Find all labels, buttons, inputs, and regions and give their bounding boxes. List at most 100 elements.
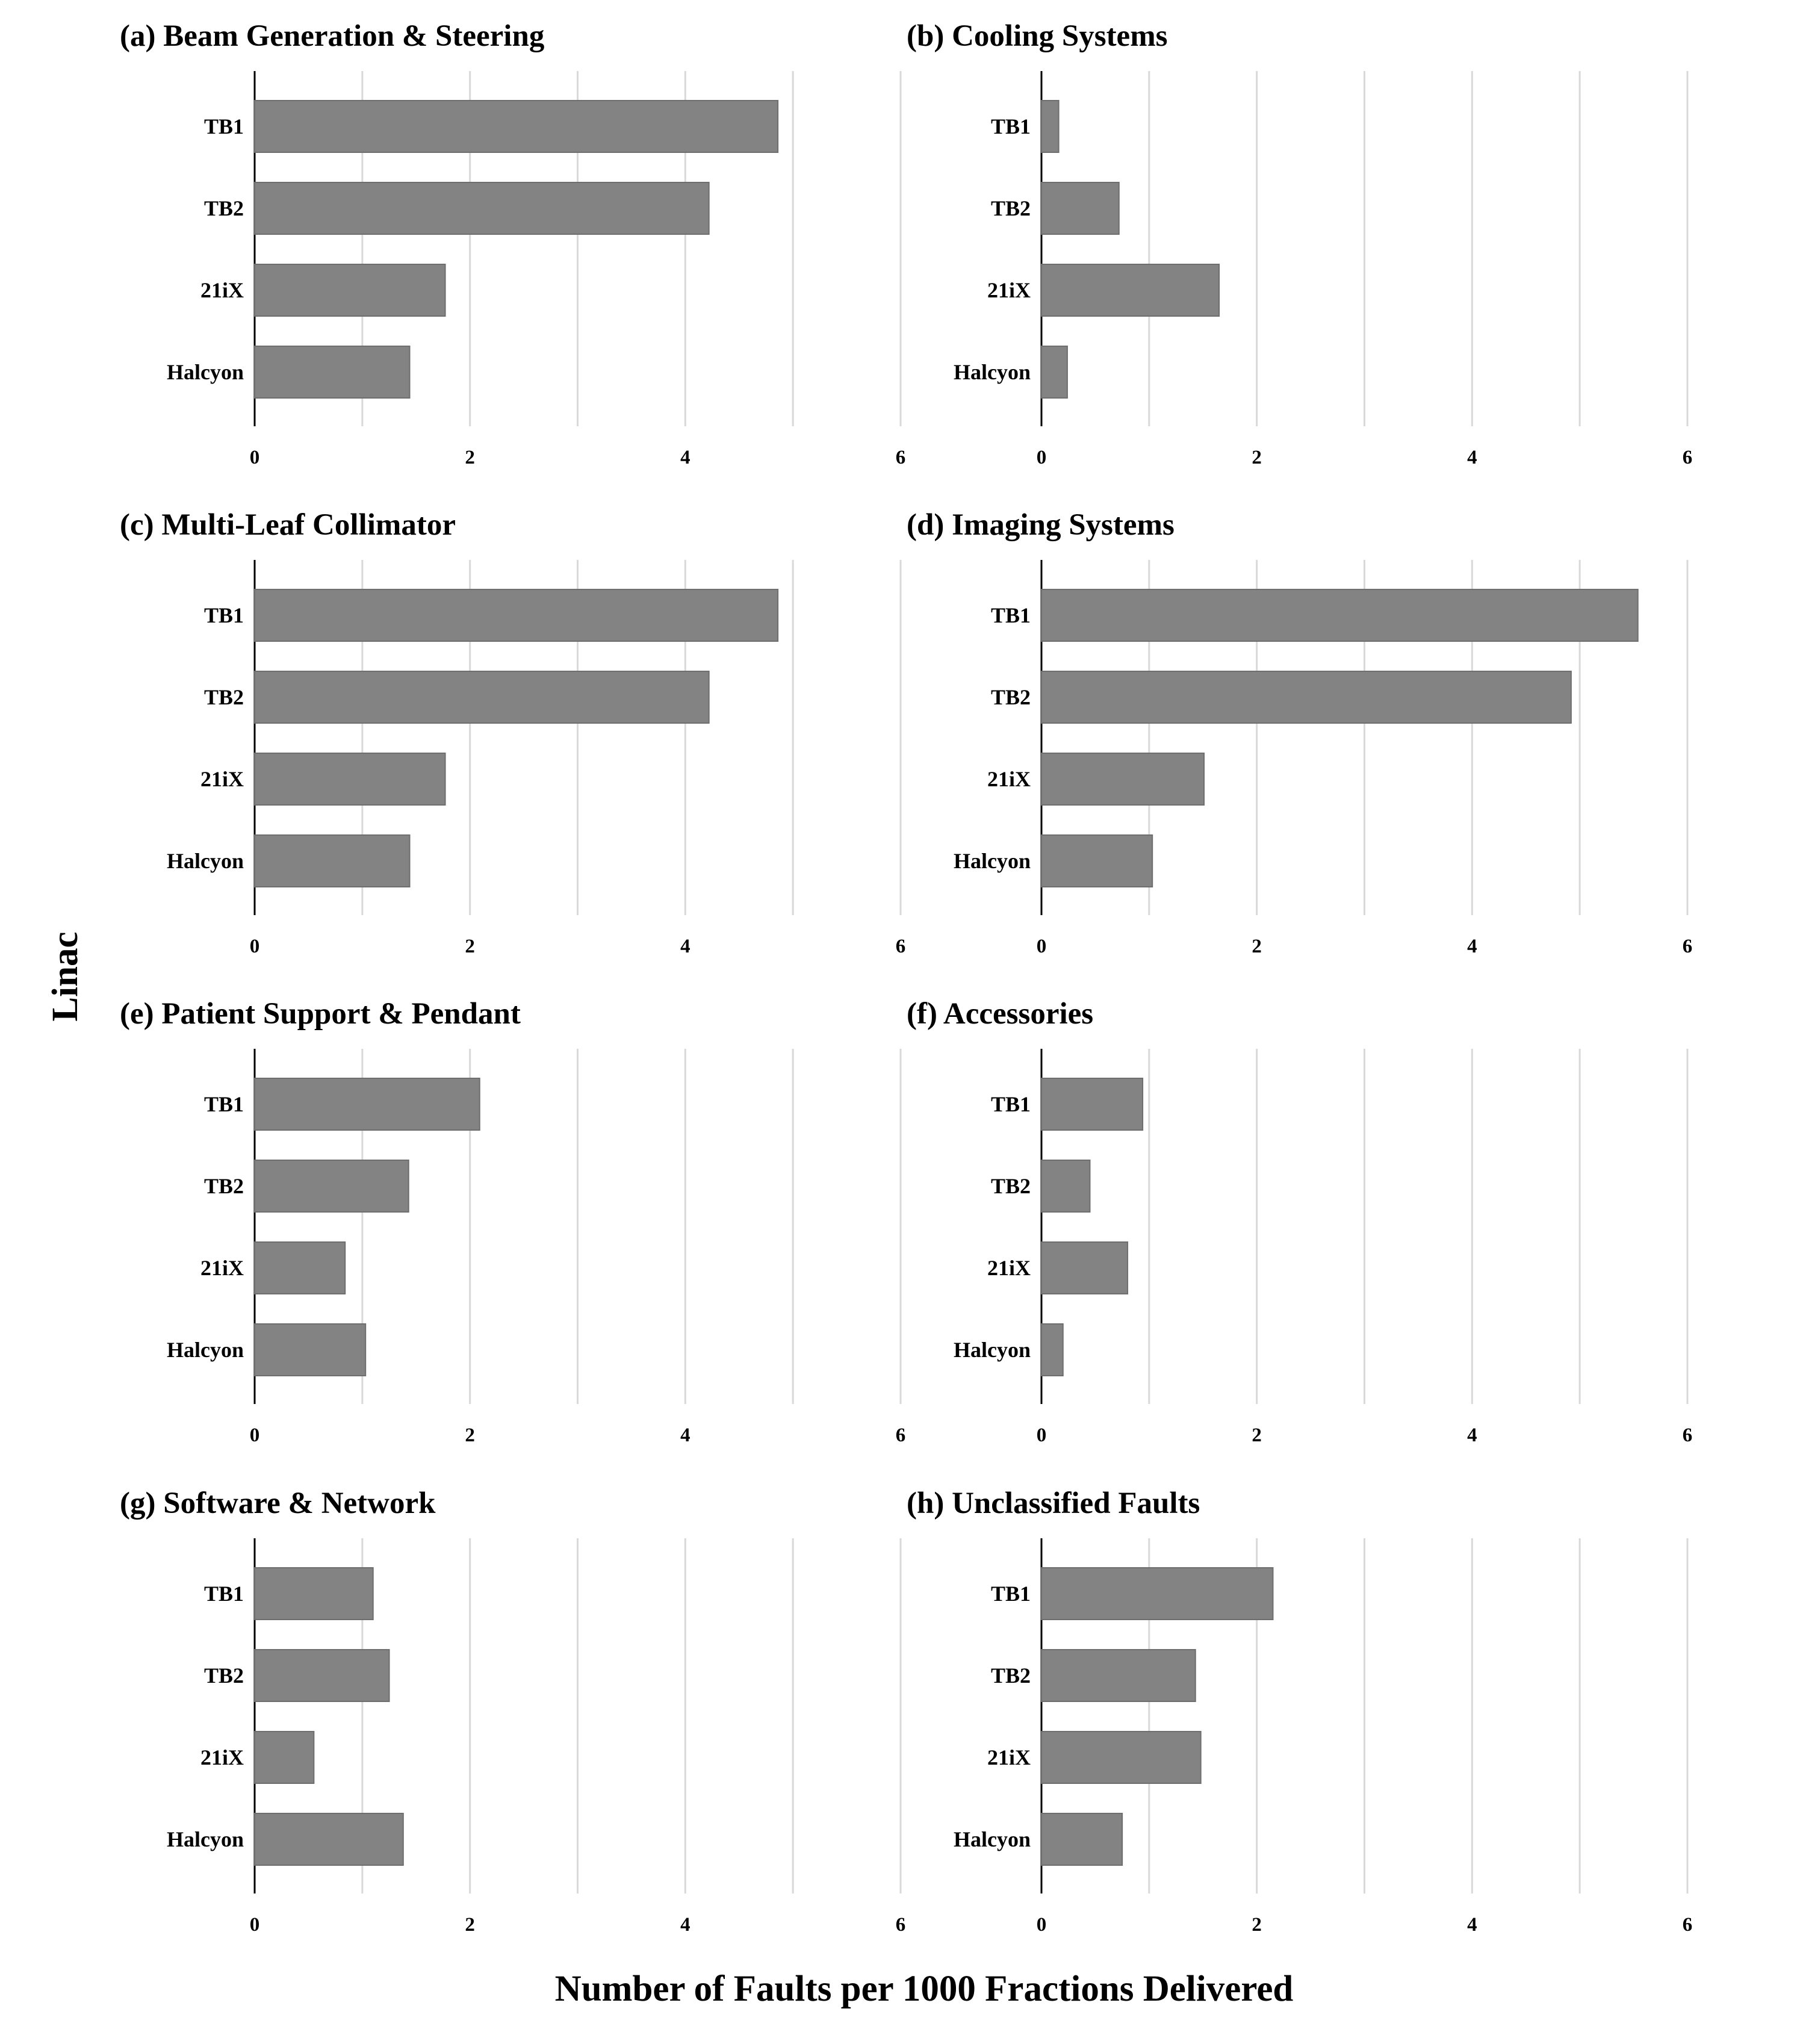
panel-e: (e) Patient Support & Pendant TB1 TB2 21iX H… <box>120 997 905 1446</box>
panel-title: (c) Multi-Leaf Collimator <box>120 508 456 542</box>
panel-a: (a) Beam Generation & Steering TB1 TB2 21iX… <box>120 19 905 468</box>
x-tick-label: 4 <box>1467 447 1477 468</box>
category-label: 21iX <box>200 1256 244 1280</box>
category-label: 21iX <box>987 767 1031 791</box>
category-label: Halcyon <box>954 1827 1031 1851</box>
x-tick-label: 4 <box>680 447 690 468</box>
x-tick-label: 0 <box>1037 1424 1047 1446</box>
category-label: TB2 <box>991 685 1031 709</box>
y-axis-title: Linac <box>45 931 85 1021</box>
category-label: TB2 <box>991 1663 1031 1688</box>
x-tick-label: 0 <box>250 1914 260 1936</box>
bar-halcyon <box>1041 1813 1123 1866</box>
category-label: Halcyon <box>167 1338 244 1362</box>
x-tick-label: 6 <box>896 1424 906 1446</box>
bar-21ix <box>1041 753 1205 806</box>
bar-21ix <box>1041 264 1220 317</box>
bar-halcyon <box>1041 834 1153 887</box>
bar-tb2 <box>254 671 710 724</box>
x-tick-label: 4 <box>680 936 690 957</box>
x-tick-label: 0 <box>1037 1914 1047 1936</box>
x-tick-label: 6 <box>896 1914 906 1936</box>
category-label: TB1 <box>991 114 1031 138</box>
panel-b: (b) Cooling Systems TB1 TB2 21iX Halcyon 0 2 4 6 <box>907 19 1692 468</box>
category-label: TB2 <box>991 196 1031 220</box>
x-tick-label: 2 <box>1252 1424 1262 1446</box>
bar-21ix <box>254 1731 315 1784</box>
category-label: TB1 <box>204 114 244 138</box>
category-label: 21iX <box>987 1745 1031 1769</box>
category-label: TB2 <box>204 1663 244 1688</box>
category-label: Halcyon <box>954 360 1031 384</box>
x-tick-label: 6 <box>896 936 906 957</box>
x-tick-label: 2 <box>465 1914 475 1936</box>
panel-c: (c) Multi-Leaf Collimator TB1 TB2 21iX Halcy… <box>120 508 905 957</box>
category-label: TB1 <box>991 1092 1031 1116</box>
x-tick-label: 2 <box>1252 447 1262 468</box>
category-label: Halcyon <box>954 849 1031 873</box>
x-tick-label: 4 <box>680 1914 690 1936</box>
category-label: 21iX <box>200 1745 244 1769</box>
x-tick-label: 2 <box>1252 1914 1262 1936</box>
panel-d: (d) Imaging Systems TB1 TB2 21iX Halcyon 0 2 4 6 <box>907 508 1692 957</box>
x-tick-label: 0 <box>250 936 260 957</box>
bar-halcyon <box>1041 1323 1064 1376</box>
bar-tb1 <box>1041 589 1639 642</box>
category-label: TB2 <box>204 196 244 220</box>
category-label: TB2 <box>204 1174 244 1198</box>
bar-tb1 <box>1041 1567 1274 1620</box>
bar-tb2 <box>254 1649 390 1702</box>
bar-halcyon <box>254 346 411 399</box>
category-label: Halcyon <box>167 849 244 873</box>
x-tick-label: 6 <box>1683 936 1693 957</box>
panel-title: (e) Patient Support & Pendant <box>120 997 521 1031</box>
category-label: TB1 <box>204 1582 244 1606</box>
category-label: TB1 <box>204 1092 244 1116</box>
x-tick-label: 6 <box>1683 1424 1693 1446</box>
x-tick-label: 4 <box>680 1424 690 1446</box>
category-label: Halcyon <box>167 1827 244 1851</box>
bar-tb1 <box>1041 1078 1144 1131</box>
x-tick-label: 2 <box>1252 936 1262 957</box>
x-tick-label: 2 <box>465 447 475 468</box>
bar-tb2 <box>1041 1160 1091 1213</box>
x-tick-label: 6 <box>1683 1914 1693 1936</box>
x-tick-label: 0 <box>250 1424 260 1446</box>
category-label: 21iX <box>987 278 1031 302</box>
category-label: 21iX <box>200 767 244 791</box>
category-label: TB1 <box>204 603 244 627</box>
bar-tb1 <box>1041 100 1060 153</box>
panel-title: (b) Cooling Systems <box>907 19 1168 53</box>
category-label: TB2 <box>204 685 244 709</box>
category-label: Halcyon <box>954 1338 1031 1362</box>
bar-tb2 <box>1041 182 1120 235</box>
panel-title: (h) Unclassified Faults <box>907 1486 1200 1520</box>
x-tick-label: 2 <box>465 936 475 957</box>
panel-title: (d) Imaging Systems <box>907 508 1175 542</box>
x-tick-label: 2 <box>465 1424 475 1446</box>
x-axis-title: Number of Faults per 1000 Fractions Deli… <box>555 1969 1294 2009</box>
category-label: TB1 <box>991 603 1031 627</box>
bar-tb1 <box>254 100 779 153</box>
panels-group: (a) Beam Generation & Steering TB1 TB2 21iX… <box>120 19 1692 1936</box>
category-label: TB1 <box>991 1582 1031 1606</box>
x-tick-label: 6 <box>1683 447 1693 468</box>
bar-halcyon <box>254 1323 367 1376</box>
bar-21ix <box>1041 1731 1202 1784</box>
x-tick-label: 0 <box>250 447 260 468</box>
bar-tb2 <box>254 1160 409 1213</box>
panel-title: (a) Beam Generation & Steering <box>120 19 544 53</box>
bar-21ix <box>254 1241 346 1294</box>
bar-halcyon <box>1041 346 1068 399</box>
x-tick-label: 0 <box>1037 447 1047 468</box>
panel-h: (h) Unclassified Faults TB1 TB2 21iX Halcyon… <box>907 1486 1692 1936</box>
panel-title: (g) Software & Network <box>120 1486 436 1520</box>
category-label: Halcyon <box>167 360 244 384</box>
bar-halcyon <box>254 1813 404 1866</box>
panel-f: (f) Accessories TB1 TB2 21iX Halcyon 0 2 4 6 <box>907 997 1692 1446</box>
bar-tb2 <box>1041 1649 1196 1702</box>
bar-21ix <box>1041 1241 1129 1294</box>
category-label: 21iX <box>987 1256 1031 1280</box>
x-tick-label: 4 <box>1467 936 1477 957</box>
